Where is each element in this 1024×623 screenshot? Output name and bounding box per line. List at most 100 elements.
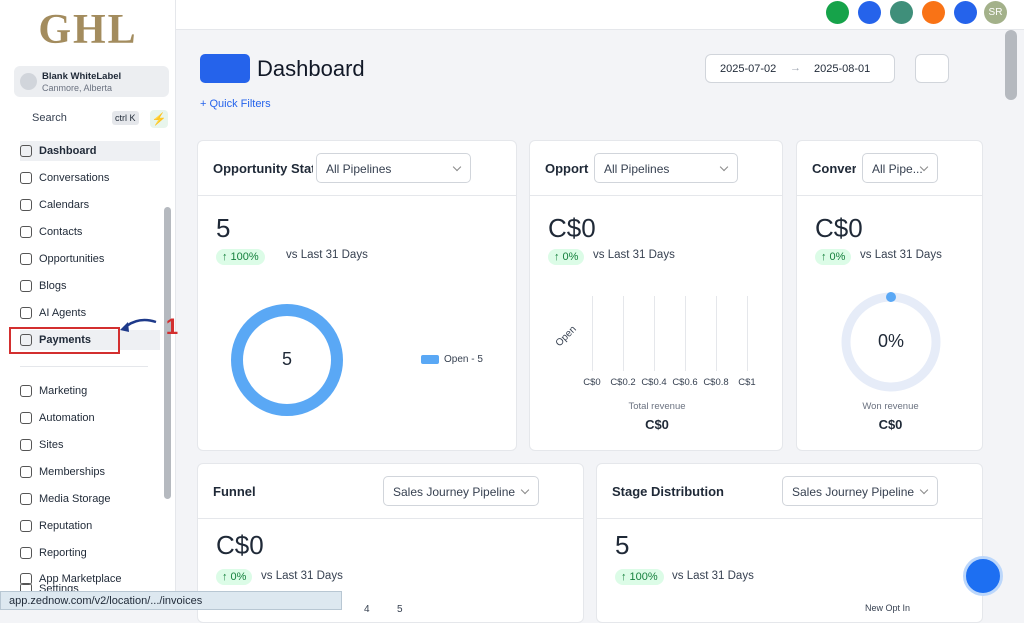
screen: {"sidebar":{"logo":"GHL","account":{"nam… (0, 0, 1024, 610)
legend-swatch (421, 355, 439, 364)
grid-line (654, 296, 655, 371)
menu-item[interactable]: Automation (20, 408, 95, 428)
menu-label: Dashboard (39, 145, 97, 157)
menu-label: Reputation (39, 520, 93, 532)
footer-value: C$0 (878, 417, 903, 432)
menu-icon (20, 199, 32, 211)
footer-value: C$0 (645, 417, 669, 432)
menu-icon (20, 412, 32, 424)
chat-button[interactable] (963, 556, 1003, 596)
pipeline-select[interactable]: Sales Journey Pipeline (383, 476, 539, 506)
separator (20, 366, 148, 367)
status-bar: app.zednow.com/v2/location/.../invoices (0, 591, 342, 610)
layout-button[interactable] (200, 54, 250, 83)
pipeline-select[interactable]: Sales Journey Pipeline (782, 476, 938, 506)
magic-button[interactable] (858, 1, 881, 24)
menu-item[interactable]: Conversations (20, 168, 109, 188)
notifications-button[interactable] (922, 1, 945, 24)
stage-distribution-card: Stage Distribution Sales Journey Pipelin… (596, 463, 983, 623)
menu-item[interactable]: Payments (20, 330, 160, 350)
menu-label: Reporting (39, 547, 87, 559)
search[interactable]: Search ctrl K (14, 108, 144, 129)
account-location: Canmore, Alberta (42, 83, 113, 93)
menu-item[interactable]: App Marketplace (20, 569, 122, 589)
phone-button[interactable] (826, 1, 849, 24)
menu-item[interactable]: Contacts (20, 222, 82, 242)
card-value: C$0 (216, 530, 264, 560)
announce-button[interactable] (890, 1, 913, 24)
edit-button[interactable] (915, 54, 949, 83)
x-tick-label: C$0 (583, 377, 601, 388)
menu-item[interactable]: Calendars (20, 195, 89, 215)
ring-center: 0% (877, 331, 904, 351)
card-value: C$0 (548, 213, 596, 243)
account-name: Blank WhiteLabel (42, 71, 122, 82)
x-tick-label: C$1 (738, 377, 756, 388)
menu-item[interactable]: Dashboard (20, 141, 160, 161)
menu-label: Opportunities (39, 253, 105, 265)
ring-chart (841, 292, 941, 392)
card-compare: vs Last 31 Days (593, 249, 675, 261)
menu-item[interactable]: Reputation (20, 516, 92, 536)
card-compare: vs Last 31 Days (286, 249, 368, 261)
donut-center: 5 (281, 349, 292, 369)
date-end: 2025-08-01 (814, 63, 871, 75)
menu-icon (20, 226, 32, 238)
menu-label: Calendars (39, 199, 90, 211)
menu-item[interactable]: Memberships (20, 462, 105, 482)
card-header (198, 141, 516, 196)
menu-icon (20, 466, 32, 478)
scrollbar (164, 207, 171, 499)
date-range[interactable]: 2025-07-02 → 2025-08-01 (705, 54, 895, 83)
footer-label: Won revenue (862, 401, 919, 412)
pipeline-select[interactable]: All Pipe... (862, 153, 938, 183)
card-value: 5 (216, 213, 231, 243)
highlight-box (9, 327, 120, 354)
menu-icon (20, 307, 32, 319)
menu-item[interactable]: Marketing (20, 381, 87, 401)
card-change: ↑ 100% (615, 569, 664, 585)
card-header (797, 141, 982, 196)
annotation-arrow (120, 318, 157, 332)
card-compare: vs Last 31 Days (860, 249, 942, 261)
menu-item[interactable]: Reporting (20, 543, 87, 563)
funnel-card: Funnel Sales Journey Pipeline C$0 ↑ 0% v… (197, 463, 584, 623)
menu-item[interactable]: Opportunities (20, 249, 104, 269)
account-switcher[interactable]: Blank WhiteLabel Canmore, Alberta (14, 66, 169, 97)
card-header (198, 464, 583, 519)
pipeline-select[interactable]: All Pipelines (594, 153, 738, 183)
card-header (530, 141, 782, 196)
search-text: Search (32, 112, 67, 124)
grid-line (592, 296, 593, 371)
pipeline-select[interactable]: All Pipelines (316, 153, 471, 183)
menu-label: Automation (39, 412, 95, 424)
card-value: 5 (615, 530, 630, 560)
menu-icon (20, 439, 32, 451)
menu-item[interactable]: Media Storage (20, 489, 111, 509)
x-tick-label: C$0.4 (641, 377, 667, 388)
card-change: ↑ 0% (216, 569, 253, 585)
card-value: C$0 (815, 213, 863, 243)
account-icon (20, 73, 37, 90)
menu-icon (20, 145, 32, 157)
avatar[interactable]: SR (984, 1, 1007, 24)
card-header (597, 464, 982, 519)
grid-line (623, 296, 624, 371)
menu-item[interactable]: Sites (20, 435, 63, 455)
card-title: Opportu (545, 161, 589, 176)
quick-filters[interactable]: + Quick Filters (200, 98, 271, 110)
footer-label: Total revenue (628, 401, 686, 412)
card-change: ↑ 0% (548, 249, 585, 265)
menu-label: Conversations (39, 172, 110, 184)
card-title: Conver (812, 161, 856, 176)
menu-item[interactable]: AI Agents (20, 303, 86, 323)
help-button[interactable] (954, 1, 977, 24)
menu-icon (20, 385, 32, 397)
date-arrow: → (790, 62, 801, 74)
menu-label: Media Storage (39, 493, 111, 505)
quick-action[interactable]: ⚡ (150, 110, 168, 128)
menu-item[interactable]: Blogs (20, 276, 67, 296)
card-compare: vs Last 31 Days (261, 570, 343, 582)
x-tick-label: C$0.6 (672, 377, 698, 388)
legend-label: New Opt In (865, 603, 911, 613)
